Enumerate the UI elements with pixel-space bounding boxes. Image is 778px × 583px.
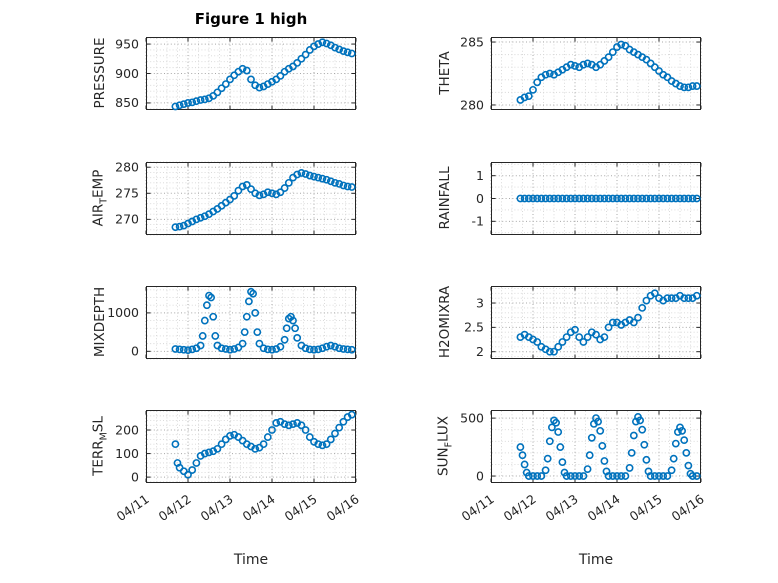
subplot-sunflux: SUNFLUX 0 500 04/11 04/12 04/13 04/14 04/15 04/…	[435, 410, 707, 525]
svg-text:-1: -1	[472, 214, 484, 229]
svg-text:04/14: 04/14	[585, 491, 623, 524]
svg-text:1000: 1000	[107, 305, 139, 320]
x-axis-label-left: Time	[233, 552, 269, 568]
svg-text:04/15: 04/15	[627, 491, 665, 524]
svg-text:200: 200	[115, 422, 139, 437]
svg-text:2.5: 2.5	[464, 320, 484, 335]
svg-text:270: 270	[115, 212, 139, 227]
plot-canvas-h2omixra: 22.53	[464, 286, 702, 359]
svg-text:04/13: 04/13	[198, 491, 236, 524]
subplot-terrmsl: TERRMSL 0 100 200 04/11 04/12 04/13 04/14 04/15…	[91, 410, 362, 524]
svg-text:04/15: 04/15	[282, 491, 320, 524]
svg-text:900: 900	[115, 66, 139, 81]
subplot-mixdepth: MIXDEPTH 0 1000	[92, 286, 357, 360]
svg-text:950: 950	[115, 36, 139, 51]
plot-canvas-airtemp: 270 275 280	[115, 160, 357, 236]
svg-text:2: 2	[476, 344, 484, 359]
svg-text:280: 280	[115, 160, 139, 175]
svg-text:04/16: 04/16	[669, 491, 707, 524]
subplot-pressure: PRESSURE 850 900 950	[92, 36, 357, 111]
svg-text:04/12: 04/12	[501, 491, 539, 524]
svg-text:100: 100	[115, 446, 139, 461]
svg-text:04/11: 04/11	[459, 491, 497, 524]
x-axis-label-right: Time	[578, 552, 614, 568]
svg-text:04/16: 04/16	[324, 491, 362, 524]
svg-text:500: 500	[460, 410, 484, 425]
plot-canvas-sunflux: 0 500 04/11 04/12 04/13 04/14 04/15 04/16	[459, 410, 707, 524]
figure-title: Figure 1 high	[194, 10, 308, 28]
plot-canvas-pressure: 850 900 950	[115, 36, 357, 111]
svg-text:275: 275	[115, 186, 139, 201]
svg-text:0: 0	[476, 468, 484, 483]
svg-text:0: 0	[476, 191, 484, 206]
subplot-theta: THETA 280 285	[437, 34, 702, 112]
svg-text:1: 1	[476, 168, 484, 183]
plot-canvas-terrmsl: 0 100 200 04/11 04/12 04/13 04/14 04/15 04/16	[114, 410, 362, 524]
plot-canvas-theta: 280 285	[460, 34, 702, 112]
plot-canvas-rainfall: -1 0 1	[472, 162, 702, 235]
subplot-rainfall: RAINFALL -1 0 1	[437, 162, 702, 235]
svg-text:3: 3	[476, 295, 484, 310]
plot-canvas-mixdepth: 0 1000	[107, 286, 357, 360]
svg-text:04/11: 04/11	[114, 491, 152, 524]
subplot-airtemp: AIRTEMP 270 275 280	[91, 160, 357, 236]
svg-text:04/14: 04/14	[240, 491, 278, 524]
svg-text:285: 285	[460, 34, 484, 49]
svg-text:04/13: 04/13	[543, 491, 581, 524]
svg-text:850: 850	[115, 95, 139, 110]
svg-text:04/12: 04/12	[156, 491, 194, 524]
subplot-h2omixra: H2OMIXRA 2 2.5 3	[437, 286, 702, 359]
svg-text:280: 280	[460, 97, 484, 112]
svg-text:0: 0	[131, 469, 139, 484]
svg-text:0: 0	[131, 344, 139, 359]
